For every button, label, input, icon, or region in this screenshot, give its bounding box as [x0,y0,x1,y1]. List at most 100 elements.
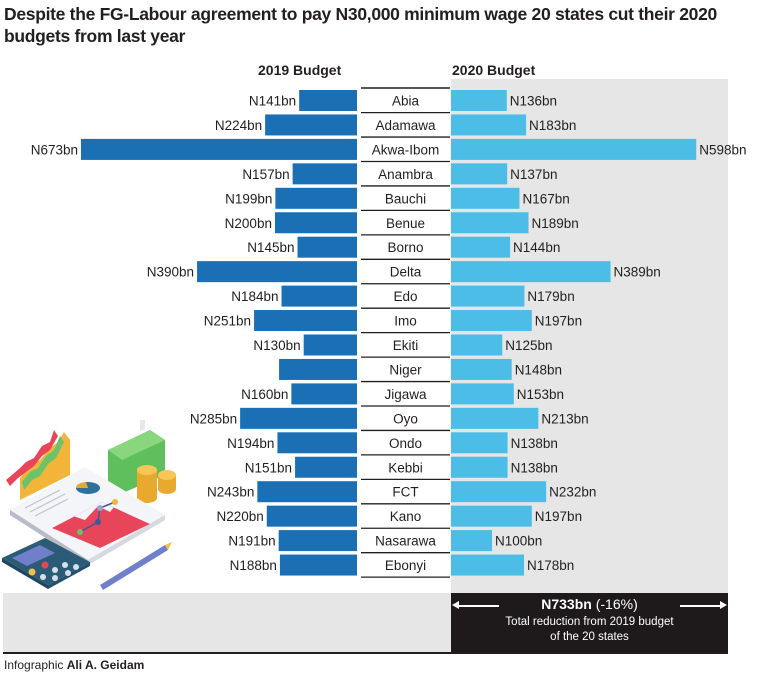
label-2019-anambra: N157bn [242,167,289,182]
bar-2020-niger [451,358,512,380]
label-2020-niger: N148bn [515,362,562,377]
label-2019-bauchi: N199bn [225,191,272,206]
label-2019-imo: N251bn [204,314,251,329]
bar-2020-anambra [451,163,508,185]
credit-prefix: Infographic [4,658,64,672]
total-reduction-box: N733bn (-16%) Total reduction from 2019 … [451,593,728,652]
credit-author: Ali A. Geidam [66,658,145,672]
state-label-borno: Borno [387,240,423,255]
bar-2020-jigawa [451,383,514,405]
bar-2019-fct [257,481,357,503]
label-2019-delta: N390bn [147,265,194,280]
bar-2019-benue [274,212,357,234]
label-2020-delta: N389bn [614,265,661,280]
state-label-fct: FCT [392,485,418,500]
state-label-nasarawa: Nasarawa [375,534,436,549]
total-reduction-value: N733bn (-16%) [451,596,728,612]
bar-2019-nasarawa [278,530,357,552]
footer-rule [3,652,728,654]
label-2020-nasarawa: N100bn [495,534,542,549]
bar-2019-imo [254,310,357,332]
state-label-adamawa: Adamawa [375,118,436,133]
bar-2019-kebbi [295,456,357,478]
label-2020-ondo: N138bn [511,436,558,451]
chart-title: Despite the FG-Labour agreement to pay N… [4,4,717,46]
bar-2019-jigawa [291,383,357,405]
state-label-abia: Abia [392,94,420,109]
total-reduction-description: Total reduction from 2019 budget of the … [451,615,728,645]
label-2020-benue: N189bn [532,216,579,231]
label-2020-anambra: N137bn [510,167,557,182]
bar-2020-kano [451,505,532,527]
bar-2020-ondo [451,432,508,454]
bar-2020-ekiti [451,334,503,356]
label-2019-kebbi: N151bn [245,460,292,475]
state-label-benue: Benue [386,216,425,231]
label-2020-fct: N232bn [549,485,596,500]
label-2020-abia: N136bn [510,94,557,109]
bar-2020-kebbi [451,456,508,478]
bar-2020-delta [451,261,611,283]
label-2019-borno: N145bn [247,240,294,255]
finance-illustration [2,420,176,590]
label-2020-ekiti: N125bn [505,338,552,353]
bar-2019-bauchi [275,187,357,209]
bar-2019-kano [266,505,357,527]
label-2020-adamawa: N183bn [529,118,576,133]
label-2019-ebonyi: N188bn [230,558,277,573]
state-label-delta: Delta [390,265,422,280]
growth-chart-icon [6,430,70,500]
bar-2019-niger [279,358,357,380]
bar-2019-abia [299,90,357,111]
legend-2019-budget: 2019 Budget [258,62,342,78]
state-label-bauchi: Bauchi [385,191,426,206]
coins-icon [137,465,176,503]
state-label-kebbi: Kebbi [388,460,423,475]
label-2020-bauchi: N167bn [522,191,569,206]
label-2019-adamawa: N224bn [215,118,262,133]
label-2019-kano: N220bn [216,509,263,524]
bar-2019-delta [197,261,357,283]
label-2020-akwa-ibom: N598bn [699,142,746,157]
pencil-icon [100,542,172,590]
label-2020-oyo: N213bn [541,411,588,426]
infographic-credit: Infographic Ali A. Geidam [4,658,144,672]
bar-2019-adamawa [265,114,357,136]
label-2019-abia: N141bn [249,94,296,109]
state-label-edo: Edo [393,289,417,304]
state-label-anambra: Anambra [378,167,433,182]
state-label-jigawa: Jigawa [384,387,427,402]
bar-2020-oyo [451,407,539,429]
bar-2020-nasarawa [451,530,493,552]
bar-2020-imo [451,310,532,332]
state-label-kano: Kano [390,509,422,524]
label-2019-oyo: N285bn [190,411,237,426]
bar-2019-oyo [240,407,357,429]
state-label-ebonyi: Ebonyi [385,558,426,573]
bar-2019-borno [297,236,357,258]
label-2020-kebbi: N138bn [511,460,558,475]
state-label-oyo: Oyo [393,411,418,426]
label-2020-jigawa: N153bn [517,387,564,402]
bar-2019-ekiti [303,334,357,356]
bar-2020-bauchi [451,187,520,209]
label-2020-kano: N197bn [535,509,582,524]
total-reduction-amount: N733bn [541,596,592,612]
bar-2019-ondo [277,432,357,454]
state-label-niger: Niger [389,362,422,377]
arrow-right-icon [680,602,727,608]
label-2019-akwa-ibom: N673bn [31,142,78,157]
label-2020-edo: N179bn [527,289,574,304]
label-2019-nasarawa: N191bn [228,534,275,549]
state-label-akwa-ibom: Akwa-Ibom [372,142,440,157]
bar-2019-akwa-ibom [81,138,357,160]
bar-2020-benue [451,212,529,234]
state-label-ekiti: Ekiti [393,338,419,353]
description-line-1: Total reduction from 2019 budget [505,616,674,628]
total-reduction-percent: (-16%) [595,596,638,612]
state-label-ondo: Ondo [389,436,422,451]
description-line-2: of the 20 states [550,631,629,643]
legend-2020-budget: 2020 Budget [452,62,536,78]
bar-2020-abia [451,90,507,111]
bar-2020-fct [451,481,547,503]
